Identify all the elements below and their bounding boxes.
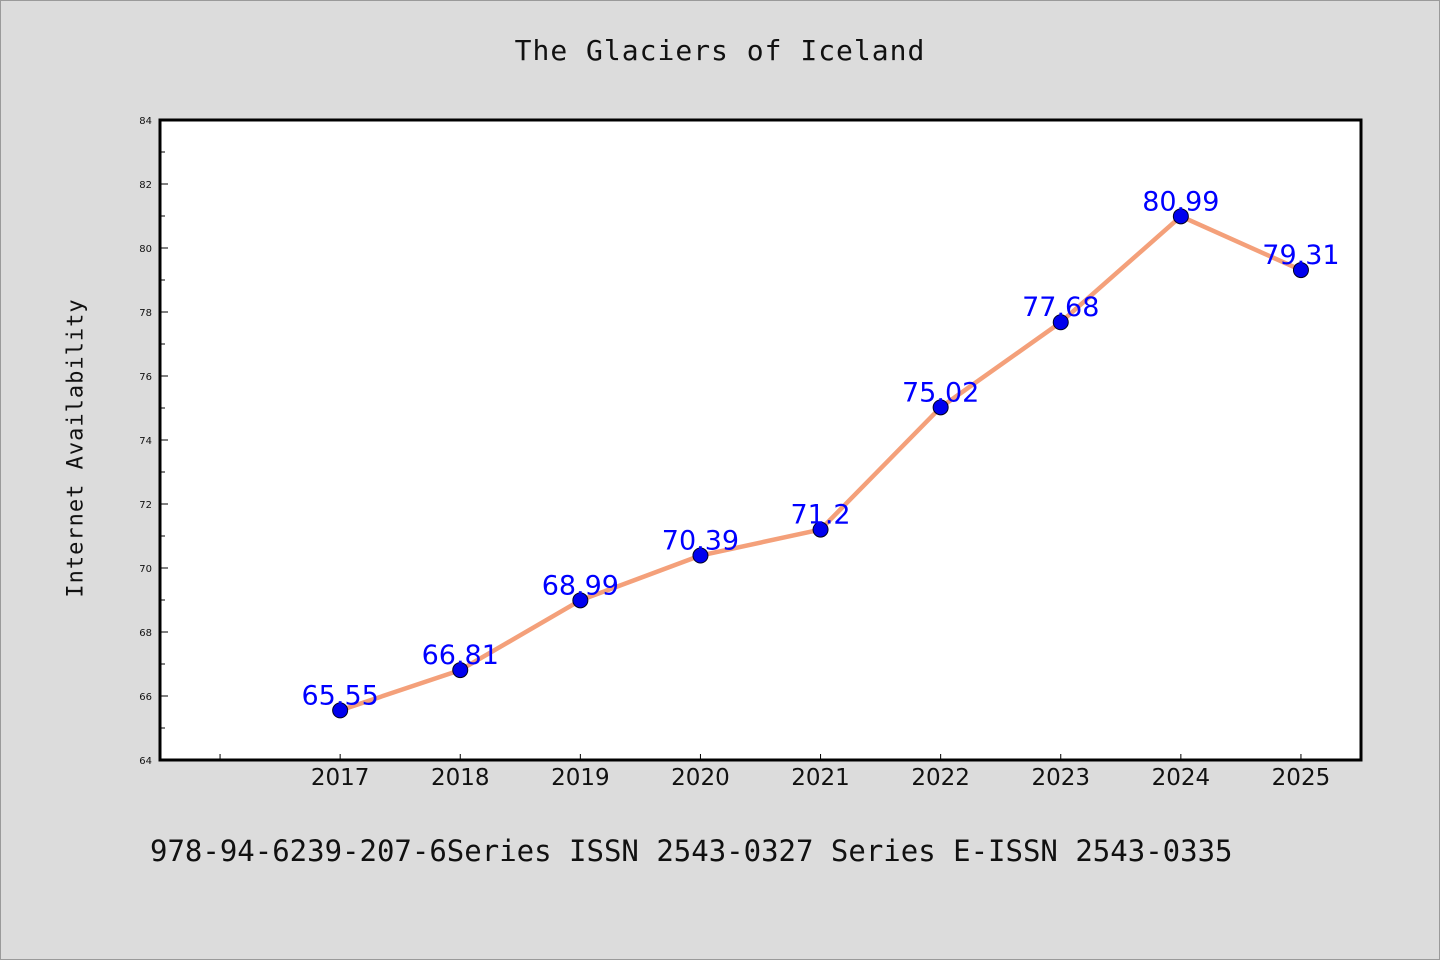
data-label: 75.02 [902, 377, 979, 408]
data-label: 68.99 [542, 570, 619, 601]
x-tick-label: 2025 [1272, 765, 1331, 791]
x-tick-label: 2023 [1031, 765, 1090, 791]
data-label: 66.81 [422, 640, 499, 671]
y-tick-label: 68 [139, 628, 152, 639]
y-tick-label: 84 [139, 116, 152, 127]
y-tick-label: 78 [139, 308, 152, 319]
data-labels: 65.55 66.81 68.99 70.39 71.2 75.02 77.68 80.99 7… [302, 186, 1340, 711]
data-point-marker [1052, 314, 1069, 331]
chart-title: The Glaciers of Iceland [514, 34, 926, 67]
data-point-marker [1292, 262, 1309, 279]
data-point-marker [932, 399, 949, 416]
data-point-marker [332, 702, 349, 719]
data-label: 80.99 [1142, 186, 1219, 217]
y-tick-label: 76 [139, 372, 152, 383]
data-point-marker [812, 521, 829, 538]
x-tick-label: 2018 [431, 765, 490, 791]
data-point-marker [572, 592, 589, 609]
y-tick-label: 82 [139, 180, 152, 191]
data-label: 71.2 [790, 500, 850, 531]
data-point-marker [692, 547, 709, 564]
footer-isbn-text: 978-94-6239-207-6Series ISSN 2543-0327 S… [150, 834, 1233, 868]
x-tick-label: 2022 [911, 765, 970, 791]
y-tick-label: 66 [139, 692, 152, 703]
y-tick-label: 72 [139, 500, 152, 511]
y-tick-label: 80 [139, 244, 152, 255]
x-tick-label: 2017 [311, 765, 370, 791]
x-tick-label: 2020 [671, 765, 730, 791]
y-tick-label: 74 [139, 436, 152, 447]
data-label: 77.68 [1022, 292, 1099, 323]
series-markers [332, 208, 1309, 719]
y-axis-ticks: 64 66 68 70 72 74 76 78 80 82 84 [139, 116, 168, 767]
data-point-marker [1172, 208, 1189, 225]
data-point-marker [452, 662, 469, 679]
x-tick-label: 2024 [1152, 765, 1211, 791]
x-axis-ticks: 2017 2018 2019 2020 2021 2022 2023 2024 2025 [219, 754, 1331, 791]
y-tick-label: 70 [139, 564, 152, 575]
x-tick-label: 2021 [791, 765, 850, 791]
x-tick-label: 2019 [551, 765, 610, 791]
data-label: 79.31 [1262, 240, 1339, 271]
data-label: 70.39 [662, 526, 739, 557]
data-label: 65.55 [302, 680, 379, 711]
y-tick-label: 64 [139, 756, 152, 767]
plot-area [158, 118, 1363, 762]
